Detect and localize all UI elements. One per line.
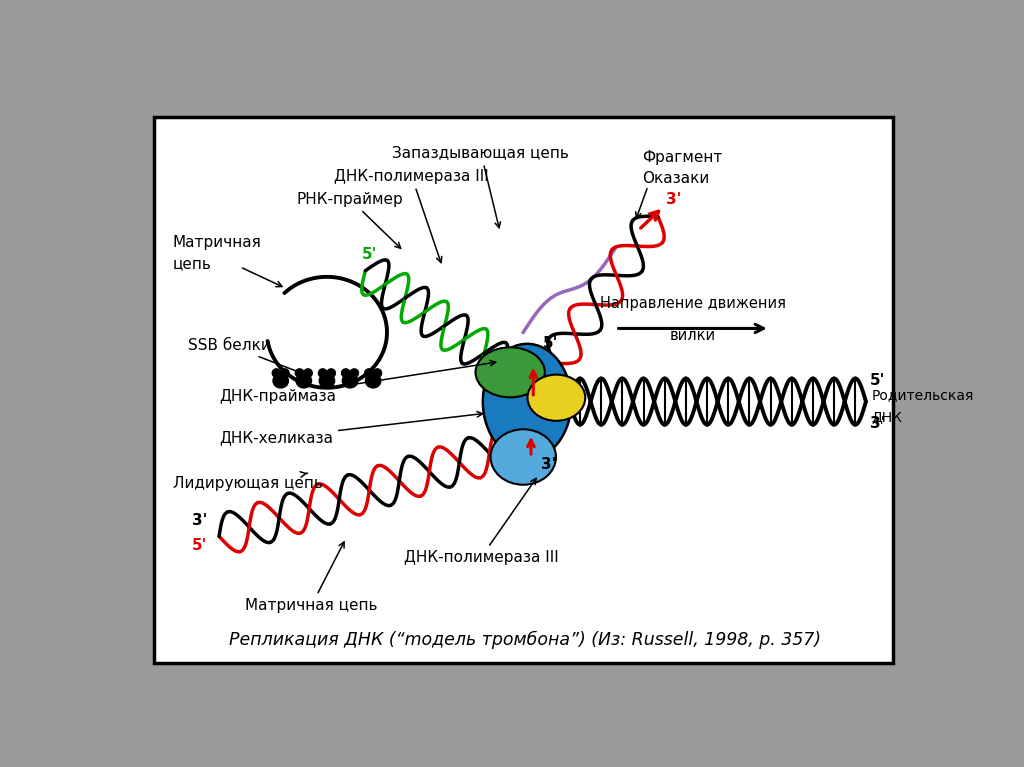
Ellipse shape bbox=[319, 374, 335, 388]
Text: Матричная: Матричная bbox=[173, 235, 262, 250]
Text: SSB белки: SSB белки bbox=[188, 338, 307, 376]
Text: Матричная цепь: Матричная цепь bbox=[246, 542, 378, 613]
Text: Репликация ДНК (“mодель тромбона”) (Из: Russell, 1998, р. 357): Репликация ДНК (“mодель тромбона”) (Из: … bbox=[228, 631, 821, 650]
FancyBboxPatch shape bbox=[154, 117, 893, 663]
Text: Фрагмент: Фрагмент bbox=[643, 150, 723, 165]
Ellipse shape bbox=[527, 374, 586, 421]
Circle shape bbox=[281, 369, 289, 377]
Text: 5': 5' bbox=[193, 538, 208, 553]
Ellipse shape bbox=[490, 430, 556, 485]
Circle shape bbox=[318, 369, 327, 377]
Text: 3': 3' bbox=[541, 457, 556, 472]
Text: ДНК: ДНК bbox=[871, 410, 902, 424]
Circle shape bbox=[304, 369, 312, 377]
Text: 5': 5' bbox=[869, 373, 885, 387]
Text: ДНК-хеликаза: ДНК-хеликаза bbox=[219, 412, 482, 446]
Text: ДНК-полимераза III: ДНК-полимераза III bbox=[334, 169, 489, 262]
Text: Родительская: Родительская bbox=[871, 388, 974, 403]
Ellipse shape bbox=[483, 344, 571, 459]
Text: 3': 3' bbox=[869, 416, 885, 430]
Circle shape bbox=[272, 369, 281, 377]
Text: 3': 3' bbox=[666, 192, 681, 206]
Circle shape bbox=[373, 369, 382, 377]
Ellipse shape bbox=[342, 374, 357, 388]
Circle shape bbox=[350, 369, 358, 377]
Text: 5': 5' bbox=[361, 247, 377, 262]
Text: вилки: вилки bbox=[670, 328, 716, 343]
Text: цепь: цепь bbox=[173, 255, 212, 271]
Circle shape bbox=[342, 369, 350, 377]
Text: 3': 3' bbox=[193, 513, 208, 528]
Text: Лидирующая цепь: Лидирующая цепь bbox=[173, 472, 323, 492]
Text: Запаздывающая цепь: Запаздывающая цепь bbox=[392, 146, 569, 228]
Ellipse shape bbox=[475, 347, 545, 397]
Text: Оказаки: Оказаки bbox=[643, 171, 710, 186]
Circle shape bbox=[327, 369, 336, 377]
Ellipse shape bbox=[296, 374, 311, 388]
Text: Направление движения: Направление движения bbox=[600, 297, 785, 311]
Text: ДНК-праймаза: ДНК-праймаза bbox=[219, 360, 496, 403]
Ellipse shape bbox=[366, 374, 381, 388]
Text: РНК-праймер: РНК-праймер bbox=[297, 192, 403, 249]
Text: ДНК-полимераза III: ДНК-полимераза III bbox=[403, 479, 558, 565]
Circle shape bbox=[365, 369, 373, 377]
Circle shape bbox=[295, 369, 304, 377]
Text: 5': 5' bbox=[543, 336, 558, 351]
Ellipse shape bbox=[273, 374, 289, 388]
